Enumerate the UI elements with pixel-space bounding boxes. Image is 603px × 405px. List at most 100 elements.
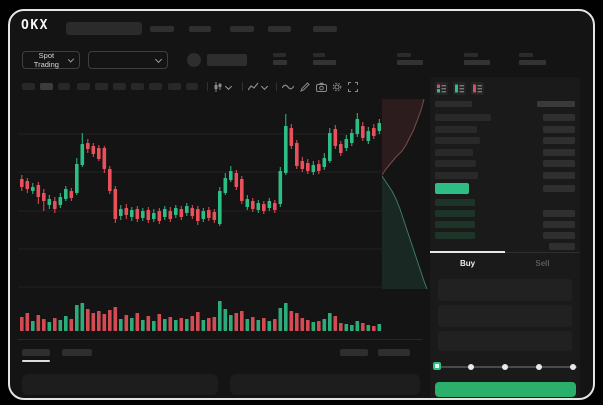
candle-body [58, 197, 63, 205]
bid-row[interactable] [430, 221, 580, 229]
bottom-tab[interactable] [22, 349, 50, 356]
draw-tool-button[interactable] [300, 82, 310, 92]
ask-row[interactable] [430, 172, 580, 180]
ask-amount-bar [543, 125, 575, 133]
bid-amount-bar [543, 210, 575, 217]
buy-tab[interactable]: Buy [430, 255, 505, 271]
nav-item[interactable] [189, 26, 211, 32]
sell-tab-label: Sell [535, 258, 550, 268]
bottom-right-item[interactable] [378, 349, 410, 356]
timeframe-button[interactable] [40, 83, 54, 90]
stat-label-placeholder [397, 53, 411, 57]
candle-body [317, 164, 321, 171]
bottom-tab-bar [10, 345, 422, 365]
timeframe-button[interactable] [76, 83, 90, 90]
nav-item[interactable] [230, 26, 254, 32]
bid-row[interactable] [430, 199, 580, 207]
sell-tab[interactable]: Sell [505, 255, 580, 271]
book-mode-asks-icon[interactable] [471, 82, 484, 95]
line-tool-button[interactable] [282, 82, 294, 92]
trade-form-field[interactable] [438, 279, 572, 301]
bid-row[interactable] [430, 243, 580, 251]
slider-stop[interactable] [502, 364, 508, 370]
candle-body [124, 208, 129, 215]
bottom-tab[interactable] [62, 349, 92, 356]
timeframe-button[interactable] [167, 83, 181, 90]
ask-amount-bar [543, 172, 575, 179]
candle-body [108, 169, 112, 191]
volume-bar [350, 325, 354, 331]
volume-bar [58, 320, 63, 331]
candle-body [25, 181, 30, 189]
timeframe-button[interactable] [58, 83, 71, 90]
nav-item[interactable] [313, 26, 337, 32]
ticker-stat [273, 53, 303, 66]
volume-bar [168, 317, 173, 331]
bid-amount-bar [543, 221, 575, 228]
slider-stop[interactable] [468, 364, 474, 370]
ask-row[interactable] [430, 160, 580, 168]
volume-bar [284, 303, 288, 331]
timeframe-button[interactable] [185, 83, 198, 90]
spot-trading-dropdown[interactable]: Spot Trading [22, 51, 80, 69]
ask-row[interactable] [430, 137, 580, 145]
history-panel[interactable] [230, 374, 420, 395]
slider-stop[interactable] [570, 364, 576, 370]
timeframe-button[interactable] [94, 83, 108, 90]
fullscreen-button[interactable] [348, 82, 358, 92]
ask-row[interactable] [430, 125, 580, 134]
nav-item[interactable] [268, 26, 291, 32]
volume-bar [102, 314, 107, 331]
volume-bar [267, 321, 272, 331]
volume-bar [218, 301, 222, 331]
nav-item[interactable] [150, 26, 174, 32]
candle-body [218, 191, 222, 224]
bottom-tab-active-underline [22, 360, 50, 362]
bid-amount-bar [549, 243, 575, 250]
timeframe-button[interactable] [131, 83, 145, 90]
pair-select-dropdown[interactable] [88, 51, 168, 69]
candle-type-dropdown[interactable] [213, 82, 233, 92]
ask-row[interactable] [430, 114, 580, 122]
timeframe-button[interactable] [149, 83, 163, 90]
depth-chart [381, 98, 430, 290]
volume-bar [146, 316, 151, 331]
search-input[interactable] [66, 22, 142, 35]
bid-row[interactable] [430, 210, 580, 218]
slider-handle[interactable] [433, 362, 441, 370]
candle-body [333, 129, 338, 146]
timeframe-button[interactable] [113, 83, 126, 90]
trade-form-field[interactable] [438, 305, 572, 327]
book-header-price [435, 101, 472, 107]
bid-row[interactable] [430, 232, 580, 240]
volume-bar [201, 320, 206, 331]
trade-form-field[interactable] [438, 331, 572, 351]
amount-slider[interactable] [433, 361, 579, 373]
candle-body [135, 209, 140, 219]
book-mode-bids-icon[interactable] [453, 82, 466, 95]
settings-icon [332, 82, 342, 92]
slider-stop[interactable] [536, 364, 542, 370]
buy-submit-button[interactable] [435, 382, 576, 397]
volume-bar [80, 303, 85, 331]
timeframe-button[interactable] [22, 83, 35, 90]
chart-settings-button[interactable] [332, 82, 342, 92]
last-price-badge[interactable] [435, 183, 469, 194]
volume-bar [212, 317, 217, 331]
ask-price-bar [435, 137, 480, 145]
volume-bar [130, 318, 134, 331]
indicator-dropdown[interactable] [248, 82, 269, 92]
candle-body [240, 179, 244, 201]
volume-bar [64, 316, 68, 331]
book-header-amount [537, 101, 575, 107]
ask-row[interactable] [430, 148, 580, 157]
screenshot-button[interactable] [316, 82, 327, 92]
price-chart[interactable] [18, 101, 382, 296]
candle-body [361, 126, 365, 138]
ticker-stat [519, 53, 549, 66]
orders-panel[interactable] [22, 374, 218, 395]
volume-bar [245, 319, 250, 331]
bottom-right-item[interactable] [340, 349, 368, 356]
book-mode-both-icon[interactable] [435, 82, 448, 95]
ask-amount-bar [543, 137, 575, 145]
